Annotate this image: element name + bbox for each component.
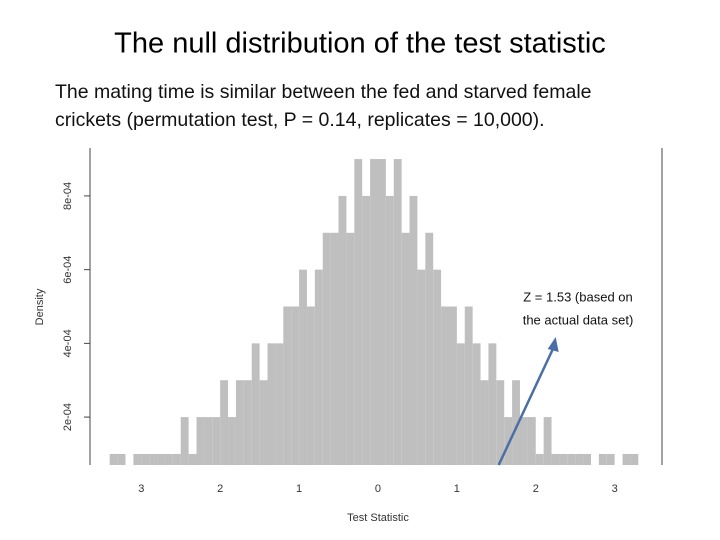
bar: [314, 269, 323, 465]
bar: [425, 232, 434, 465]
bar: [567, 453, 576, 465]
bar: [417, 269, 426, 465]
bar: [488, 343, 497, 465]
bar: [267, 343, 276, 465]
bar: [172, 453, 181, 465]
bar: [180, 417, 189, 465]
slide-title: The null distribution of the test statis…: [114, 28, 606, 60]
bar: [370, 159, 378, 465]
bar: [157, 453, 165, 465]
bar: [409, 195, 418, 465]
x-tick-label: 3: [138, 483, 144, 495]
bar: [362, 195, 371, 465]
subtitle-line: The mating time is similar between the f…: [55, 81, 592, 103]
bar: [480, 380, 489, 465]
bar: [283, 306, 292, 465]
bar: [188, 453, 197, 465]
bar: [598, 453, 607, 465]
bar: [393, 159, 402, 465]
x-tick-label: 3: [612, 483, 618, 495]
bar: [212, 417, 221, 465]
bar: [535, 453, 544, 465]
subtitle-line: crickets (permutation test, P = 0.14, re…: [55, 109, 545, 131]
y-axis-label: Density: [34, 288, 46, 325]
bar: [464, 306, 473, 465]
x-tick-label: 0: [375, 483, 381, 495]
bar: [133, 453, 142, 465]
bar: [228, 417, 236, 465]
y-tick-label: 6e-04: [62, 256, 74, 284]
bar: [472, 343, 481, 465]
bar: [496, 380, 505, 465]
bar: [259, 380, 268, 465]
bar: [164, 453, 173, 465]
y-tick-label: 4e-04: [62, 329, 74, 357]
bar: [543, 417, 552, 465]
bar: [338, 195, 347, 465]
bar: [299, 269, 307, 465]
bar: [385, 195, 394, 465]
x-tick-label: 2: [217, 483, 223, 495]
bar: [275, 343, 284, 465]
bar: [196, 417, 205, 465]
bar: [109, 453, 118, 465]
bar: [401, 232, 410, 465]
x-tick-label: 1: [296, 483, 302, 495]
bar: [330, 232, 339, 465]
bar: [456, 343, 465, 465]
y-tick-label: 8e-04: [62, 182, 74, 210]
bar: [377, 159, 386, 465]
bar: [243, 380, 252, 465]
annotation-text: the actual data set): [523, 312, 634, 327]
bar: [251, 343, 260, 465]
bar: [291, 306, 300, 465]
bar: [235, 380, 244, 465]
bar: [354, 159, 363, 465]
y-tick-label: 2e-04: [62, 403, 74, 431]
bar: [551, 453, 560, 465]
bar: [448, 306, 457, 465]
bar: [149, 453, 158, 465]
bar: [433, 269, 442, 465]
bar: [559, 453, 568, 465]
bar: [346, 232, 355, 465]
bar: [322, 232, 331, 465]
bar: [204, 417, 213, 465]
bar: [575, 453, 584, 465]
arrow-head: [547, 337, 559, 352]
bar: [622, 453, 631, 465]
bar: [583, 453, 591, 465]
bar: [220, 380, 229, 465]
bar: [606, 453, 615, 465]
bar: [306, 306, 315, 465]
x-tick-label: 1: [454, 483, 460, 495]
bar: [441, 306, 449, 465]
bar: [512, 380, 520, 465]
annotation-arrow: [497, 342, 557, 466]
bar: [504, 417, 513, 465]
bar: [117, 453, 126, 465]
bar: [519, 417, 528, 465]
x-tick-label: 2: [533, 483, 539, 495]
annotation-text: Z = 1.53 (based on: [523, 289, 633, 304]
x-axis-label: Test Statistic: [347, 512, 409, 524]
bar: [527, 417, 536, 465]
bar: [141, 453, 150, 465]
bar: [630, 453, 639, 465]
